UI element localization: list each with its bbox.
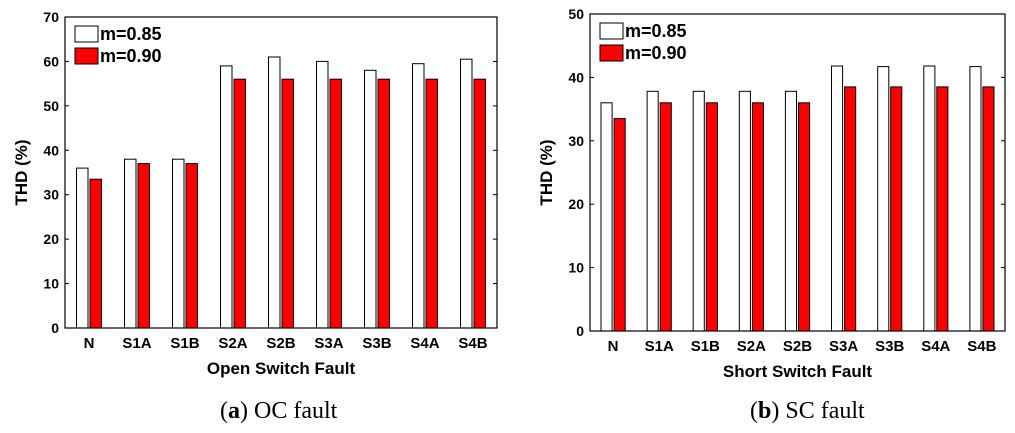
x-tick-label: S1B (691, 338, 720, 355)
y-axis-label: THD (%) (537, 139, 556, 205)
y-tick-label: 20 (568, 196, 584, 212)
bar-m=0.85-S4A (923, 65, 936, 332)
y-tick-label: 50 (43, 98, 59, 114)
axes-frame (64, 16, 498, 329)
bar-m=0.90-S4B (473, 78, 486, 329)
legend-swatch (599, 22, 624, 40)
x-axis-label: Open Switch Fault (207, 359, 356, 378)
x-tick-label: S2B (266, 335, 295, 352)
y-tick-label: 30 (568, 133, 584, 149)
y-tick-label: 50 (568, 6, 584, 22)
y-tick-label: 0 (576, 323, 584, 339)
x-tick-label: S1A (122, 335, 151, 352)
caption-b-text: SC fault (785, 398, 865, 424)
bar-m=0.90-S3A (844, 86, 857, 332)
x-tick-label: S3B (362, 335, 391, 352)
y-tick-label: 30 (43, 187, 59, 203)
x-tick-label: S4B (967, 338, 996, 355)
bar-m=0.85-S1A (646, 90, 659, 332)
x-tick-label: S4A (410, 335, 439, 352)
bar-m=0.85-S4A (412, 63, 425, 329)
bar-m=0.90-S2A (233, 78, 246, 329)
bar-m=0.85-S4B (460, 58, 473, 329)
caption-a: (a) OC fault (220, 398, 338, 424)
bar-m=0.85-N (76, 167, 89, 329)
bar-m=0.90-S2B (798, 102, 811, 332)
chart-1: N S1A S1B S2A S2B S3A S3B S4A S4B 0 10 20 30 40 50 60 70… (12, 9, 498, 378)
legend-label: m=0.90 (100, 46, 162, 66)
y-tick-label: 40 (43, 142, 59, 158)
bar-m=0.90-S4A (936, 86, 949, 332)
x-tick-label: S4B (458, 335, 487, 352)
legend-swatch (599, 44, 624, 62)
legend-label: m=0.85 (100, 24, 162, 44)
x-tick-label: S1A (645, 338, 674, 355)
bar-m=0.90-S1B (185, 163, 198, 329)
bar-m=0.90-S1B (705, 102, 718, 332)
bar-m=0.90-N (613, 118, 626, 332)
x-tick-label: S3B (875, 338, 904, 355)
bar-m=0.90-S4A (425, 78, 438, 329)
y-tick-label: 10 (568, 260, 584, 276)
bar-m=0.90-S3B (377, 78, 390, 329)
bar-m=0.90-S3A (329, 78, 342, 329)
caption-b-label: b (758, 398, 772, 424)
legend-swatch (74, 25, 99, 43)
bar-m=0.85-S2B (268, 56, 281, 329)
legend: m=0.85m=0.90 (74, 24, 162, 66)
bar-m=0.85-S1B (172, 158, 185, 329)
legend-label: m=0.90 (625, 43, 687, 63)
bar-m=0.85-S2A (220, 65, 233, 329)
legend: m=0.85m=0.90 (599, 21, 687, 63)
x-tick-label: S2A (218, 335, 247, 352)
x-tick-label: S1B (170, 335, 199, 352)
x-tick-label: S4A (921, 338, 950, 355)
caption-b: (b) SC fault (750, 398, 865, 424)
x-tick-label: N (608, 338, 619, 355)
bar-m=0.85-S2B (784, 90, 798, 332)
x-tick-label: S2B (783, 338, 812, 355)
y-tick-label: 60 (43, 53, 59, 69)
bar-m=0.85-S3B (364, 69, 377, 329)
bar-m=0.85-S3A (316, 60, 329, 329)
bar-m=0.90-S3B (890, 86, 903, 332)
y-tick-label: 0 (51, 320, 59, 336)
y-tick-label: 20 (43, 231, 59, 247)
bar-m=0.90-S2A (751, 102, 765, 332)
caption-a-label: a (228, 398, 240, 424)
chart-2: N S1A S1B S2A S2B S3A S3B S4A S4B 0 10 20 30 40 50 Shor… (537, 6, 1006, 381)
bar-m=0.90-N (89, 178, 102, 329)
bar-m=0.85-N (600, 102, 613, 332)
x-axis-label: Short Switch Fault (723, 362, 873, 381)
x-tick-label: S2A (737, 338, 766, 355)
bar-m=0.85-S2A (738, 90, 751, 332)
x-tick-label: N (84, 335, 95, 352)
bar-m=0.85-S3B (877, 66, 890, 332)
bar-m=0.85-S4B (969, 66, 982, 332)
bar-m=0.90-S2B (281, 78, 294, 329)
x-tick-label: S3A (314, 335, 343, 352)
axes-frame (589, 13, 1006, 332)
legend-swatch (74, 47, 99, 65)
bar-m=0.85-S3A (831, 65, 844, 332)
bar-m=0.85-S1B (692, 90, 705, 332)
legend-label: m=0.85 (625, 21, 687, 41)
bar-m=0.90-S4B (982, 86, 995, 332)
bar-m=0.90-S1A (137, 163, 150, 329)
y-tick-label: 70 (43, 9, 59, 25)
bar-m=0.90-S1A (659, 102, 672, 332)
bar-m=0.85-S1A (124, 158, 137, 329)
y-tick-label: 10 (43, 276, 59, 292)
x-tick-label: S3A (829, 338, 858, 355)
caption-a-text: OC fault (254, 398, 338, 424)
y-tick-label: 40 (568, 69, 584, 85)
y-axis-label: THD (%) (12, 139, 31, 205)
